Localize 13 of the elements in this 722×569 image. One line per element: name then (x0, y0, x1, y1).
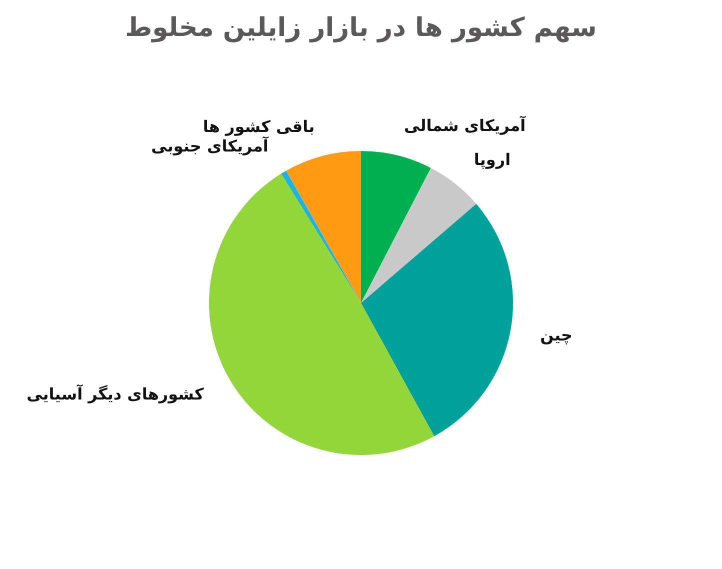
pie-slice (281, 170, 361, 303)
slice-label: آمریکای جنوبی (151, 135, 269, 156)
slice-label: کشورهای دیگر آسیایی (26, 384, 204, 404)
pie-slice (209, 174, 434, 455)
pie-slice (286, 151, 361, 303)
slice-label: چین (540, 325, 573, 344)
slice-label: باقی کشور ها (202, 117, 315, 136)
chart-title: سهم کشور ها در بازار زایلین مخلوط (125, 13, 597, 43)
slice-label: آمریکای شمالی (404, 115, 526, 136)
slice-label: اروپا (474, 150, 511, 170)
pie-slice (361, 151, 431, 303)
pie-slice (361, 204, 513, 436)
pie-slice (361, 168, 476, 303)
